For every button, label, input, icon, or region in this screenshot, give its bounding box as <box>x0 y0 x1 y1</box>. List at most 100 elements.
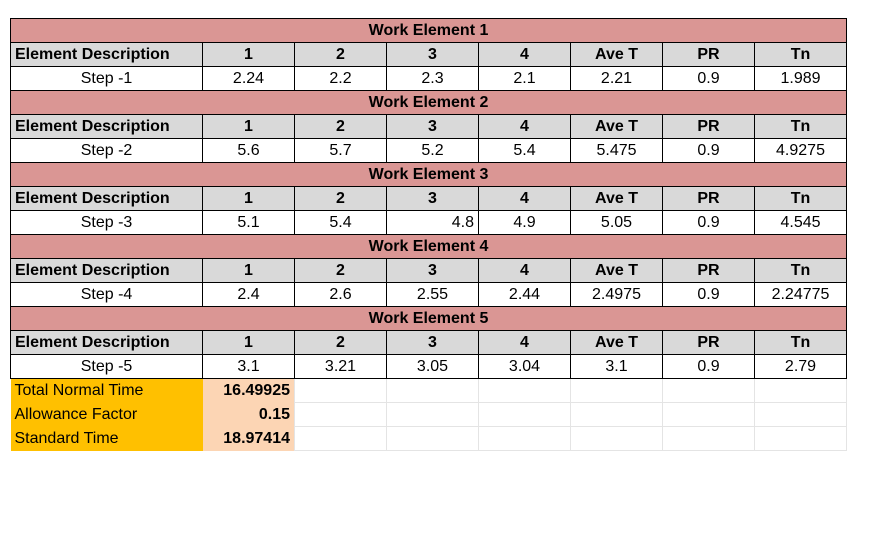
header-trial-4[interactable]: 4 <box>478 258 571 283</box>
cell-pr[interactable]: 0.9 <box>662 210 755 235</box>
cell-ave-t[interactable]: 5.05 <box>570 210 663 235</box>
empty-cell[interactable] <box>386 378 479 403</box>
header-trial-1[interactable]: 1 <box>202 186 295 211</box>
header-trial-4[interactable]: 4 <box>478 42 571 67</box>
header-ave-t[interactable]: Ave T <box>570 42 663 67</box>
header-trial-1[interactable]: 1 <box>202 114 295 139</box>
header-pr[interactable]: PR <box>662 258 755 283</box>
header-ave-t[interactable]: Ave T <box>570 186 663 211</box>
cell-element-description[interactable]: Step -1 <box>10 66 203 91</box>
header-trial-2[interactable]: 2 <box>294 114 387 139</box>
cell-trial-4[interactable]: 4.9 <box>478 210 571 235</box>
empty-cell[interactable] <box>478 402 571 427</box>
header-trial-2[interactable]: 2 <box>294 258 387 283</box>
empty-cell[interactable] <box>570 402 663 427</box>
header-pr[interactable]: PR <box>662 42 755 67</box>
header-tn[interactable]: Tn <box>754 42 847 67</box>
empty-cell[interactable] <box>570 378 663 403</box>
cell-pr[interactable]: 0.9 <box>662 138 755 163</box>
header-tn[interactable]: Tn <box>754 330 847 355</box>
empty-cell[interactable] <box>662 426 755 451</box>
empty-cell[interactable] <box>754 378 847 403</box>
header-trial-1[interactable]: 1 <box>202 258 295 283</box>
header-trial-3[interactable]: 3 <box>386 186 479 211</box>
header-trial-3[interactable]: 3 <box>386 114 479 139</box>
cell-trial-4[interactable]: 2.1 <box>478 66 571 91</box>
cell-trial-1[interactable]: 5.1 <box>202 210 295 235</box>
cell-trial-2[interactable]: 5.4 <box>294 210 387 235</box>
cell-ave-t[interactable]: 2.4975 <box>570 282 663 307</box>
header-trial-2[interactable]: 2 <box>294 186 387 211</box>
header-trial-4[interactable]: 4 <box>478 186 571 211</box>
cell-trial-3[interactable]: 4.8 <box>386 210 479 235</box>
cell-trial-3[interactable]: 5.2 <box>386 138 479 163</box>
cell-ave-t[interactable]: 3.1 <box>570 354 663 379</box>
cell-pr[interactable]: 0.9 <box>662 354 755 379</box>
cell-trial-1[interactable]: 2.24 <box>202 66 295 91</box>
empty-cell[interactable] <box>294 426 387 451</box>
summary-label[interactable]: Allowance Factor <box>10 402 203 427</box>
empty-cell[interactable] <box>570 426 663 451</box>
cell-element-description[interactable]: Step -5 <box>10 354 203 379</box>
header-element-description[interactable]: Element Description <box>10 258 203 283</box>
cell-element-description[interactable]: Step -4 <box>10 282 203 307</box>
header-trial-2[interactable]: 2 <box>294 330 387 355</box>
empty-cell[interactable] <box>478 426 571 451</box>
cell-tn[interactable]: 2.24775 <box>754 282 847 307</box>
empty-cell[interactable] <box>662 378 755 403</box>
summary-value[interactable]: 0.15 <box>202 402 295 427</box>
header-trial-3[interactable]: 3 <box>386 42 479 67</box>
summary-value[interactable]: 16.49925 <box>202 378 295 403</box>
header-element-description[interactable]: Element Description <box>10 42 203 67</box>
work-element-title[interactable]: Work Element 4 <box>10 234 847 259</box>
cell-tn[interactable]: 2.79 <box>754 354 847 379</box>
header-tn[interactable]: Tn <box>754 114 847 139</box>
cell-trial-2[interactable]: 5.7 <box>294 138 387 163</box>
cell-trial-1[interactable]: 5.6 <box>202 138 295 163</box>
cell-trial-4[interactable]: 3.04 <box>478 354 571 379</box>
summary-value[interactable]: 18.97414 <box>202 426 295 451</box>
work-element-title[interactable]: Work Element 1 <box>10 18 847 43</box>
cell-trial-4[interactable]: 5.4 <box>478 138 571 163</box>
header-ave-t[interactable]: Ave T <box>570 114 663 139</box>
cell-trial-3[interactable]: 3.05 <box>386 354 479 379</box>
header-ave-t[interactable]: Ave T <box>570 330 663 355</box>
summary-label[interactable]: Total Normal Time <box>10 378 203 403</box>
cell-trial-4[interactable]: 2.44 <box>478 282 571 307</box>
empty-cell[interactable] <box>754 402 847 427</box>
work-element-title[interactable]: Work Element 3 <box>10 162 847 187</box>
cell-trial-1[interactable]: 2.4 <box>202 282 295 307</box>
header-trial-1[interactable]: 1 <box>202 330 295 355</box>
cell-element-description[interactable]: Step -3 <box>10 210 203 235</box>
header-trial-3[interactable]: 3 <box>386 258 479 283</box>
empty-cell[interactable] <box>662 402 755 427</box>
empty-cell[interactable] <box>754 426 847 451</box>
header-element-description[interactable]: Element Description <box>10 330 203 355</box>
header-tn[interactable]: Tn <box>754 186 847 211</box>
header-pr[interactable]: PR <box>662 114 755 139</box>
cell-trial-2[interactable]: 2.2 <box>294 66 387 91</box>
empty-cell[interactable] <box>294 378 387 403</box>
empty-cell[interactable] <box>478 378 571 403</box>
cell-pr[interactable]: 0.9 <box>662 66 755 91</box>
summary-label[interactable]: Standard Time <box>10 426 203 451</box>
header-trial-2[interactable]: 2 <box>294 42 387 67</box>
cell-ave-t[interactable]: 2.21 <box>570 66 663 91</box>
work-element-title[interactable]: Work Element 2 <box>10 90 847 115</box>
cell-tn[interactable]: 1.989 <box>754 66 847 91</box>
header-trial-3[interactable]: 3 <box>386 330 479 355</box>
header-trial-1[interactable]: 1 <box>202 42 295 67</box>
empty-cell[interactable] <box>386 426 479 451</box>
work-element-title[interactable]: Work Element 5 <box>10 306 847 331</box>
empty-cell[interactable] <box>294 402 387 427</box>
cell-tn[interactable]: 4.9275 <box>754 138 847 163</box>
cell-trial-1[interactable]: 3.1 <box>202 354 295 379</box>
header-ave-t[interactable]: Ave T <box>570 258 663 283</box>
cell-pr[interactable]: 0.9 <box>662 282 755 307</box>
cell-element-description[interactable]: Step -2 <box>10 138 203 163</box>
cell-trial-3[interactable]: 2.55 <box>386 282 479 307</box>
cell-trial-2[interactable]: 2.6 <box>294 282 387 307</box>
cell-trial-3[interactable]: 2.3 <box>386 66 479 91</box>
cell-ave-t[interactable]: 5.475 <box>570 138 663 163</box>
header-pr[interactable]: PR <box>662 186 755 211</box>
